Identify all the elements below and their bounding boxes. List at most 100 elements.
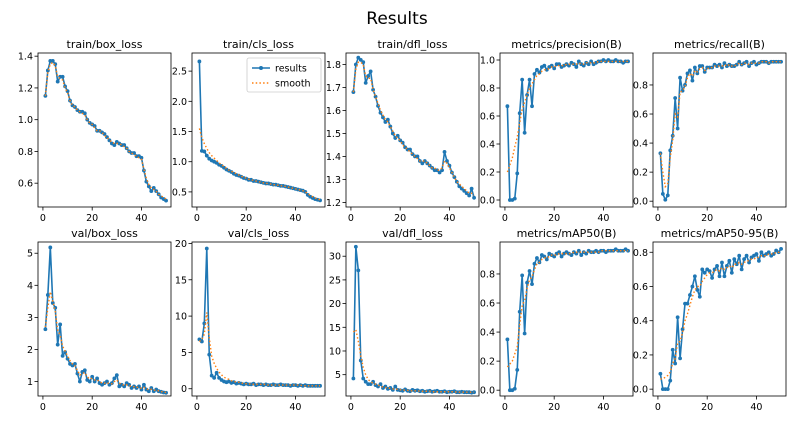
results-point <box>552 66 557 71</box>
results-point <box>678 75 682 80</box>
y-tick-label: 1.2 <box>18 83 33 94</box>
results-point <box>544 257 549 262</box>
results-point <box>707 269 712 273</box>
y-tick-label: 0.4 <box>480 328 495 339</box>
results-point <box>132 151 136 155</box>
results-point <box>87 379 92 384</box>
subplot-title: metrics/mAP50(B) <box>517 227 617 240</box>
y-tick-label: 0.4 <box>633 139 648 150</box>
axes-frame <box>499 52 634 208</box>
y-tick-label: 5 <box>181 348 187 359</box>
y-tick-label: 0.6 <box>480 112 495 123</box>
results-point <box>668 148 673 153</box>
results-point <box>515 171 520 176</box>
figure-title: Results <box>366 9 428 29</box>
results-point <box>422 159 427 163</box>
axes-frame <box>499 241 634 397</box>
results-line <box>44 246 167 394</box>
results-point <box>60 354 65 358</box>
axes-frame <box>652 52 787 208</box>
smooth-line <box>198 312 321 387</box>
legend-box <box>246 57 322 93</box>
results-point <box>48 245 53 250</box>
results-point <box>530 104 534 109</box>
results-point <box>759 250 764 255</box>
subplot-10: metrics/mAP50-95(B) 0 20 40 0.0 0.2 0.4 0.6 0.8 <box>633 227 787 413</box>
results-point <box>58 322 63 327</box>
subplot-1: train/box_loss 0 20 40 0.6 0.8 1.0 1.2 1.4 <box>18 38 172 224</box>
y-tick-label: 0.8 <box>633 80 648 91</box>
results-point <box>420 161 425 166</box>
results-point <box>77 379 82 384</box>
y-tick-label: 20 <box>175 239 187 250</box>
results-point <box>685 301 690 306</box>
x-tick-label: 0 <box>655 402 661 413</box>
results-point <box>675 126 680 131</box>
results-point <box>658 371 663 376</box>
results-point <box>729 270 734 275</box>
y-tick-label: 5 <box>335 370 341 381</box>
results-point <box>82 111 87 116</box>
results-point <box>727 258 732 263</box>
results-point <box>520 273 525 278</box>
results-point <box>720 260 724 265</box>
x-tick-label: 20 <box>701 402 713 413</box>
results-point <box>63 350 67 354</box>
results-point <box>665 387 670 392</box>
results-point <box>522 130 527 135</box>
results-point <box>146 184 151 189</box>
y-tick-label: 0.0 <box>480 386 495 397</box>
results-point <box>692 65 697 70</box>
y-tick-label: 1.4 <box>18 52 33 63</box>
y-tick-label: 20 <box>329 299 341 310</box>
results-point <box>571 62 576 67</box>
axes-frame <box>345 241 480 397</box>
results-point <box>435 168 440 173</box>
results-point <box>197 337 202 342</box>
results-point <box>695 71 700 76</box>
results-line <box>659 248 782 390</box>
results-point <box>368 382 373 387</box>
x-tick-label: 20 <box>86 402 98 413</box>
y-tick-label: 3 <box>27 313 33 324</box>
results-point <box>720 65 724 70</box>
subplot-title: val/box_loss <box>71 227 138 240</box>
results-point <box>747 260 751 265</box>
y-tick-label: 0.0 <box>480 196 495 207</box>
results-point <box>467 193 472 198</box>
y-tick-label: 0 <box>181 384 187 395</box>
y-tick-label: 2.5 <box>172 67 187 78</box>
subplot-title: metrics/recall(B) <box>674 38 765 51</box>
results-point <box>660 192 665 196</box>
axes-frame <box>652 241 787 397</box>
x-tick-label: 20 <box>240 402 252 413</box>
results-point <box>520 77 525 82</box>
subplot-4: metrics/precision(B) 0 20 40 0.0 0.2 0.4 0.6 0.8… <box>480 38 634 224</box>
x-tick-label: 40 <box>443 213 455 224</box>
results-point <box>744 253 749 258</box>
y-tick-label: 0.2 <box>480 357 495 368</box>
results-point <box>393 384 398 389</box>
y-tick-label: 1.3 <box>326 175 341 186</box>
results-point <box>710 276 715 280</box>
x-tick-label: 20 <box>394 213 406 224</box>
x-tick-label: 40 <box>750 213 762 224</box>
results-point <box>454 179 459 184</box>
y-tick-label: 25 <box>329 275 341 286</box>
results-point <box>515 367 520 372</box>
legend-results-label: results <box>275 64 307 75</box>
results-point <box>82 368 87 373</box>
results-point <box>532 72 537 76</box>
results-point <box>670 347 675 352</box>
results-point <box>673 361 678 366</box>
x-tick-label: 40 <box>289 402 301 413</box>
axes-frame <box>191 52 326 208</box>
axes-frame <box>345 52 480 208</box>
x-tick-label: 0 <box>502 402 508 413</box>
x-tick-label: 40 <box>597 402 609 413</box>
results-point <box>559 254 564 259</box>
results-point <box>356 268 361 273</box>
results-point <box>747 64 751 68</box>
results-point <box>90 374 95 379</box>
axes-frame <box>191 241 326 397</box>
